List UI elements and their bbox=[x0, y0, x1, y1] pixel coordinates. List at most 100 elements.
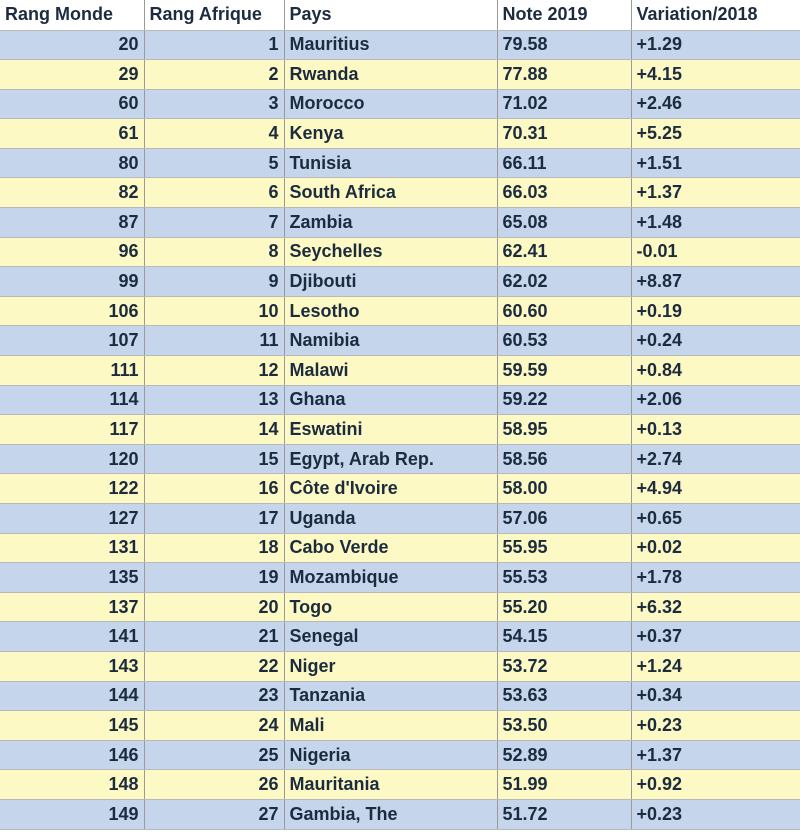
cell-rang-monde[interactable]: 120 bbox=[0, 444, 145, 475]
cell-rang-afrique[interactable]: 21 bbox=[144, 621, 285, 652]
cell-pays[interactable]: South Africa bbox=[284, 177, 498, 209]
cell-rang-afrique[interactable]: 11 bbox=[144, 325, 285, 357]
cell-variation[interactable]: +2.46 bbox=[631, 89, 800, 120]
cell-rang-afrique[interactable]: 2 bbox=[144, 59, 285, 90]
cell-note-2019[interactable]: 55.20 bbox=[497, 592, 632, 623]
cell-variation[interactable]: +0.24 bbox=[631, 325, 800, 357]
cell-variation[interactable]: +1.51 bbox=[631, 148, 800, 179]
cell-pays[interactable]: Ghana bbox=[284, 385, 498, 416]
header-note-2019[interactable]: Note 2019 bbox=[497, 0, 632, 31]
cell-rang-monde[interactable]: 148 bbox=[0, 769, 145, 800]
cell-pays[interactable]: Zambia bbox=[284, 207, 498, 238]
cell-variation[interactable]: +0.37 bbox=[631, 621, 800, 652]
cell-variation[interactable]: +8.87 bbox=[631, 266, 800, 297]
cell-note-2019[interactable]: 51.72 bbox=[497, 799, 632, 830]
cell-variation[interactable]: +4.94 bbox=[631, 473, 800, 504]
cell-rang-monde[interactable]: 141 bbox=[0, 621, 145, 652]
cell-variation[interactable]: +0.19 bbox=[631, 296, 800, 327]
cell-variation[interactable]: +1.37 bbox=[631, 177, 800, 209]
cell-variation[interactable]: +1.29 bbox=[631, 30, 800, 61]
cell-variation[interactable]: +0.84 bbox=[631, 355, 800, 386]
cell-rang-monde[interactable]: 131 bbox=[0, 533, 145, 564]
cell-pays[interactable]: Mozambique bbox=[284, 562, 498, 593]
cell-pays[interactable]: Morocco bbox=[284, 89, 498, 120]
cell-pays[interactable]: Gambia, The bbox=[284, 799, 498, 830]
cell-pays[interactable]: Nigeria bbox=[284, 740, 498, 771]
cell-pays[interactable]: Uganda bbox=[284, 503, 498, 534]
cell-variation[interactable]: +4.15 bbox=[631, 59, 800, 90]
cell-note-2019[interactable]: 59.22 bbox=[497, 385, 632, 416]
cell-rang-monde[interactable]: 107 bbox=[0, 325, 145, 357]
cell-pays[interactable]: Lesotho bbox=[284, 296, 498, 327]
cell-variation[interactable]: +0.92 bbox=[631, 769, 800, 800]
cell-rang-monde[interactable]: 99 bbox=[0, 266, 145, 297]
cell-pays[interactable]: Tunisia bbox=[284, 148, 498, 179]
cell-rang-monde[interactable]: 135 bbox=[0, 562, 145, 593]
cell-rang-monde[interactable]: 87 bbox=[0, 207, 145, 238]
cell-variation[interactable]: +1.48 bbox=[631, 207, 800, 238]
cell-rang-afrique[interactable]: 9 bbox=[144, 266, 285, 297]
cell-note-2019[interactable]: 59.59 bbox=[497, 355, 632, 386]
cell-pays[interactable]: Seychelles bbox=[284, 237, 498, 268]
cell-rang-afrique[interactable]: 8 bbox=[144, 237, 285, 268]
cell-variation[interactable]: +1.78 bbox=[631, 562, 800, 593]
cell-rang-afrique[interactable]: 12 bbox=[144, 355, 285, 386]
cell-pays[interactable]: Rwanda bbox=[284, 59, 498, 90]
cell-rang-afrique[interactable]: 15 bbox=[144, 444, 285, 475]
cell-rang-monde[interactable]: 114 bbox=[0, 385, 145, 416]
cell-rang-afrique[interactable]: 13 bbox=[144, 385, 285, 416]
cell-note-2019[interactable]: 58.95 bbox=[497, 414, 632, 445]
cell-rang-afrique[interactable]: 14 bbox=[144, 414, 285, 445]
cell-rang-afrique[interactable]: 22 bbox=[144, 651, 285, 682]
cell-rang-monde[interactable]: 20 bbox=[0, 30, 145, 61]
cell-rang-afrique[interactable]: 6 bbox=[144, 177, 285, 209]
cell-pays[interactable]: Namibia bbox=[284, 325, 498, 357]
cell-note-2019[interactable]: 53.72 bbox=[497, 651, 632, 682]
cell-rang-monde[interactable]: 61 bbox=[0, 118, 145, 149]
cell-note-2019[interactable]: 54.15 bbox=[497, 621, 632, 652]
cell-note-2019[interactable]: 58.56 bbox=[497, 444, 632, 475]
cell-pays[interactable]: Tanzania bbox=[284, 681, 498, 712]
cell-note-2019[interactable]: 51.99 bbox=[497, 769, 632, 800]
cell-variation[interactable]: +1.24 bbox=[631, 651, 800, 682]
cell-rang-monde[interactable]: 149 bbox=[0, 799, 145, 830]
cell-variation[interactable]: +5.25 bbox=[631, 118, 800, 149]
cell-rang-monde[interactable]: 82 bbox=[0, 177, 145, 209]
cell-variation[interactable]: +2.74 bbox=[631, 444, 800, 475]
cell-rang-afrique[interactable]: 1 bbox=[144, 30, 285, 61]
cell-note-2019[interactable]: 55.95 bbox=[497, 533, 632, 564]
cell-rang-monde[interactable]: 127 bbox=[0, 503, 145, 534]
cell-rang-monde[interactable]: 146 bbox=[0, 740, 145, 771]
cell-pays[interactable]: Egypt, Arab Rep. bbox=[284, 444, 498, 475]
cell-rang-afrique[interactable]: 5 bbox=[144, 148, 285, 179]
cell-rang-monde[interactable]: 106 bbox=[0, 296, 145, 327]
cell-rang-afrique[interactable]: 27 bbox=[144, 799, 285, 830]
cell-note-2019[interactable]: 60.60 bbox=[497, 296, 632, 327]
cell-pays[interactable]: Malawi bbox=[284, 355, 498, 386]
cell-rang-monde[interactable]: 137 bbox=[0, 592, 145, 623]
cell-variation[interactable]: +0.34 bbox=[631, 681, 800, 712]
cell-rang-afrique[interactable]: 26 bbox=[144, 769, 285, 800]
cell-variation[interactable]: +2.06 bbox=[631, 385, 800, 416]
cell-pays[interactable]: Djibouti bbox=[284, 266, 498, 297]
cell-pays[interactable]: Eswatini bbox=[284, 414, 498, 445]
cell-rang-afrique[interactable]: 18 bbox=[144, 533, 285, 564]
cell-note-2019[interactable]: 77.88 bbox=[497, 59, 632, 90]
cell-pays[interactable]: Mali bbox=[284, 710, 498, 741]
cell-rang-afrique[interactable]: 25 bbox=[144, 740, 285, 771]
cell-note-2019[interactable]: 60.53 bbox=[497, 325, 632, 357]
cell-variation[interactable]: +0.02 bbox=[631, 533, 800, 564]
cell-pays[interactable]: Côte d'Ivoire bbox=[284, 473, 498, 504]
cell-note-2019[interactable]: 79.58 bbox=[497, 30, 632, 61]
cell-rang-monde[interactable]: 29 bbox=[0, 59, 145, 90]
cell-variation[interactable]: +0.23 bbox=[631, 799, 800, 830]
cell-rang-afrique[interactable]: 7 bbox=[144, 207, 285, 238]
cell-rang-afrique[interactable]: 19 bbox=[144, 562, 285, 593]
cell-variation[interactable]: +0.23 bbox=[631, 710, 800, 741]
cell-pays[interactable]: Togo bbox=[284, 592, 498, 623]
cell-variation[interactable]: +0.13 bbox=[631, 414, 800, 445]
cell-rang-afrique[interactable]: 10 bbox=[144, 296, 285, 327]
cell-note-2019[interactable]: 71.02 bbox=[497, 89, 632, 120]
cell-rang-afrique[interactable]: 24 bbox=[144, 710, 285, 741]
cell-rang-afrique[interactable]: 16 bbox=[144, 473, 285, 504]
